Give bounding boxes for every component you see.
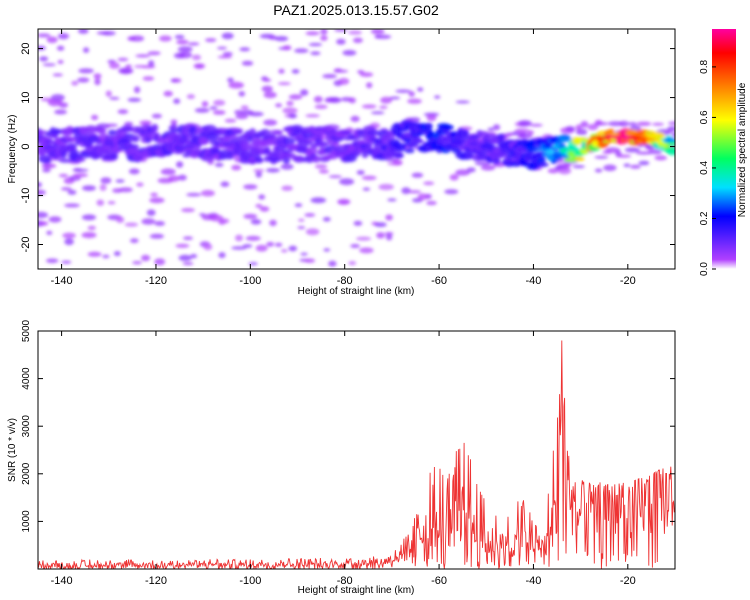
x-tick-label: -120 [145, 275, 167, 287]
x-tick-label: -20 [620, 575, 636, 587]
spectrogram-y-axis: -20 -10 0 10 20 [20, 42, 675, 252]
chart-title: PAZ1.2025.013.15.57.G02 [273, 2, 439, 18]
colorbar-label: Normalized spectral amplitude [737, 82, 748, 217]
colorbar-gradient [712, 29, 736, 269]
colorbar-tick-label: 0.6 [699, 110, 710, 124]
colorbar: 0.0 0.2 0.4 0.6 0.8 Normalized spectral ampl… [699, 29, 748, 276]
y-tick-label: 3000 [21, 415, 32, 438]
y-tick-label: 2000 [21, 462, 32, 485]
spectrogram-x-label: Height of straight line (km) [298, 286, 415, 297]
y-tick-label: 20 [20, 42, 32, 54]
spectrogram-image [38, 29, 675, 267]
spectrogram-x-axis: -140 -120 -100 -80 -60 -40 -20 [51, 29, 636, 287]
x-tick-label: -140 [51, 275, 73, 287]
snr-plot: -140 -120 -100 -80 -60 -40 -20 1000 2000 3000 400… [7, 319, 676, 596]
snr-x-label: Height of straight line (km) [298, 585, 415, 596]
y-tick-label: -20 [20, 237, 32, 253]
snr-frame [37, 330, 676, 570]
y-tick-label: 1000 [21, 510, 32, 533]
x-tick-label: -60 [431, 275, 447, 287]
x-tick-label: -120 [145, 575, 167, 587]
x-tick-label: -80 [337, 575, 353, 587]
x-tick-label: -40 [525, 575, 541, 587]
x-tick-label: -80 [337, 275, 353, 287]
x-tick-label: -100 [239, 575, 261, 587]
y-tick-label: 0 [20, 143, 32, 149]
colorbar-tick-label: 0.0 [699, 262, 710, 276]
snr-x-axis: -140 -120 -100 -80 -60 -40 -20 [51, 331, 636, 587]
snr-series-line [38, 340, 675, 569]
x-tick-label: -140 [51, 575, 73, 587]
x-tick-label: -20 [620, 275, 636, 287]
colorbar-tick-label: 0.4 [699, 161, 710, 175]
y-tick-label: 4000 [21, 367, 32, 390]
spectrogram-y-label: Frequency (Hz) [7, 115, 18, 184]
y-tick-label: 5000 [21, 319, 32, 342]
colorbar-ticks: 0.0 0.2 0.4 0.6 0.8 [699, 60, 716, 276]
colorbar-tick-label: 0.8 [699, 60, 710, 74]
spectrogram-frame [37, 28, 676, 270]
x-tick-label: -40 [525, 275, 541, 287]
y-tick-label: -10 [20, 188, 32, 204]
snr-y-axis: 1000 2000 3000 4000 5000 [21, 319, 675, 533]
x-tick-label: -60 [431, 575, 447, 587]
y-tick-label: 10 [20, 91, 32, 103]
colorbar-tick-label: 0.2 [699, 211, 710, 225]
snr-y-label: SNR (10 * v/v) [7, 418, 18, 482]
x-tick-label: -100 [239, 275, 261, 287]
